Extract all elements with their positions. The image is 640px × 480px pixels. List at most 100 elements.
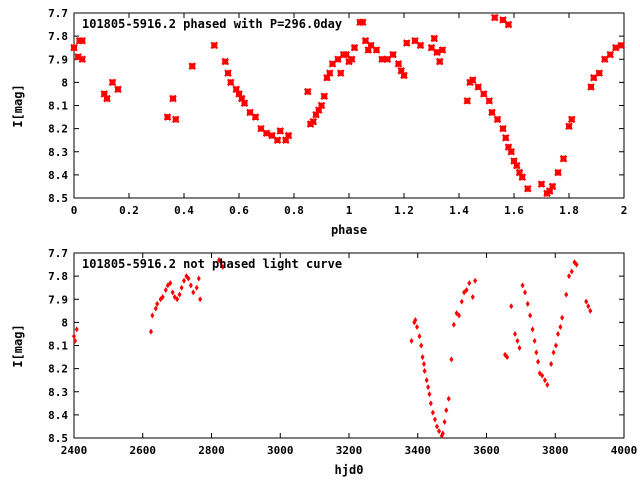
- data-point: [240, 99, 249, 107]
- unphased-light-curve-chart: 2400 2600 2800 3000 3200 3400 3600 3800 4000 7.7…: [11, 247, 637, 477]
- x-tick-label: 2: [621, 204, 628, 217]
- y-tick-label: 8: [61, 316, 68, 329]
- data-point: [409, 337, 414, 344]
- data-point: [587, 83, 595, 91]
- x-tick-label: 3400: [405, 444, 432, 457]
- data-point: [427, 43, 436, 52]
- data-point: [440, 430, 445, 437]
- data-point: [175, 296, 180, 303]
- data-point: [417, 333, 422, 340]
- data-point: [606, 50, 615, 59]
- data-point: [520, 282, 525, 289]
- data-point: [179, 284, 184, 291]
- data-point: [160, 293, 165, 300]
- data-point: [559, 154, 568, 163]
- y-tick-label: 8.5: [48, 432, 68, 445]
- data-point: [490, 13, 499, 22]
- data-point: [617, 41, 626, 50]
- x-tick-label: 1.4: [449, 204, 469, 217]
- data-point: [567, 273, 571, 280]
- data-point: [540, 372, 545, 379]
- data-point: [534, 349, 539, 356]
- data-point: [523, 184, 532, 193]
- data-point: [432, 416, 437, 423]
- data-point: [334, 55, 342, 64]
- data-point: [177, 291, 182, 298]
- data-point: [170, 289, 175, 296]
- x-tick-label: 2400: [61, 444, 88, 457]
- data-point: [437, 428, 442, 435]
- x-tick-label: 1.2: [394, 204, 414, 217]
- x-tick-label: 0.2: [119, 204, 139, 217]
- data-point: [336, 69, 345, 77]
- data-point: [545, 381, 550, 388]
- x-tick-label: 3200: [336, 444, 363, 457]
- y-tick-label: 8: [61, 76, 68, 89]
- data-point: [518, 173, 527, 181]
- data-point: [383, 55, 392, 64]
- data-point: [284, 131, 293, 140]
- data-point: [479, 90, 488, 98]
- y-tick-label: 7.9: [48, 293, 68, 306]
- data-point: [103, 94, 111, 103]
- data-point: [530, 326, 535, 333]
- y-tick-label: 7.8: [48, 270, 68, 283]
- data-point: [430, 409, 435, 416]
- data-point: [108, 78, 117, 87]
- y-tick-label: 8.3: [48, 386, 68, 399]
- data-point: [394, 60, 403, 68]
- data-points: [72, 256, 593, 439]
- y-tick-label: 8.2: [48, 363, 68, 376]
- data-point: [191, 289, 196, 296]
- data-point: [468, 76, 477, 84]
- data-point: [556, 330, 560, 337]
- x-tick-label: 1.6: [504, 204, 524, 217]
- data-point: [221, 57, 230, 66]
- data-point: [358, 18, 367, 27]
- data-point: [586, 303, 591, 310]
- data-point: [361, 36, 370, 45]
- data-point: [549, 361, 554, 367]
- data-point: [584, 298, 589, 305]
- data-point: [499, 16, 507, 24]
- chart-title: 101805-5916.2 phased with P=296.0day: [82, 17, 342, 31]
- data-point: [276, 127, 285, 135]
- chart-title: 101805-5916.2 not phased light curve: [82, 257, 342, 271]
- data-point: [328, 60, 337, 68]
- data-point: [73, 337, 78, 344]
- data-point: [600, 55, 609, 64]
- data-point: [413, 317, 418, 324]
- x-tick-label: 0.8: [284, 204, 304, 217]
- y-tick-label: 8.1: [48, 100, 68, 113]
- data-point: [464, 287, 469, 293]
- y-axis-title: I[mag]: [11, 84, 25, 127]
- data-point: [251, 113, 260, 121]
- data-point: [273, 136, 282, 144]
- data-point: [420, 354, 425, 361]
- data-point: [463, 97, 472, 105]
- data-point: [198, 296, 203, 303]
- data-point: [220, 263, 225, 270]
- data-point: [268, 131, 276, 140]
- data-point: [235, 90, 243, 98]
- data-point: [589, 73, 598, 82]
- data-point: [421, 361, 426, 367]
- data-point: [528, 312, 533, 319]
- data-point: [155, 300, 160, 307]
- data-point: [149, 328, 153, 335]
- data-point: [588, 307, 593, 314]
- data-point: [567, 115, 576, 124]
- data-point: [389, 50, 397, 59]
- data-point: [446, 395, 451, 402]
- data-point: [325, 69, 334, 77]
- data-points: [70, 13, 626, 198]
- x-tick-label: 0: [71, 204, 78, 217]
- data-point: [542, 377, 547, 384]
- data-point: [512, 161, 521, 170]
- x-axis-title: phase: [331, 223, 367, 237]
- data-point: [515, 337, 520, 344]
- data-point: [438, 46, 447, 54]
- data-point: [257, 124, 265, 133]
- data-point: [564, 291, 569, 298]
- data-point: [226, 78, 235, 87]
